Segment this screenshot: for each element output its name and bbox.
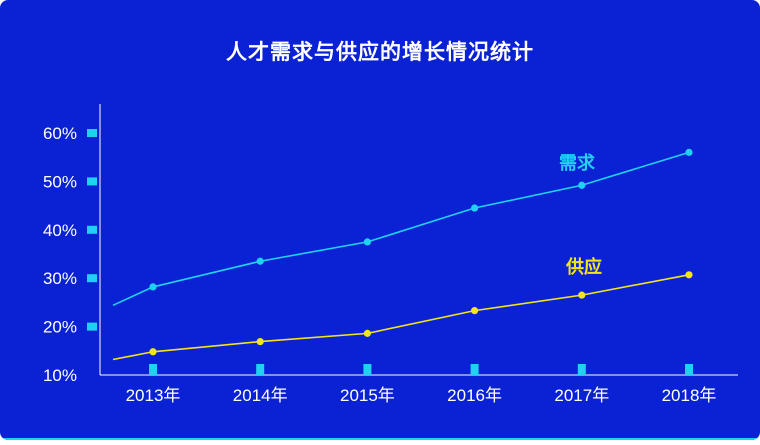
y-tick-label: 20% <box>43 318 77 337</box>
y-tick-marker <box>87 322 97 331</box>
y-tick-label: 30% <box>43 269 77 288</box>
data-point <box>256 338 264 346</box>
x-tick-marker <box>685 364 693 375</box>
data-point <box>149 283 157 291</box>
x-tick-marker <box>363 364 372 375</box>
x-tick-marker <box>577 364 586 375</box>
y-tick-label: 40% <box>43 221 77 240</box>
x-tick-label: 2016年 <box>447 386 502 405</box>
data-point <box>471 204 479 212</box>
bottom-accent-line <box>0 438 760 440</box>
data-point <box>363 238 371 246</box>
y-tick-marker <box>87 274 97 283</box>
y-tick-label: 50% <box>43 172 77 191</box>
x-tick-marker <box>149 364 157 375</box>
series-label: 需求 <box>559 152 596 174</box>
data-point <box>256 257 264 265</box>
data-point <box>685 271 693 279</box>
y-tick-marker <box>87 177 97 186</box>
x-tick-label: 2017年 <box>554 386 609 405</box>
chart-title: 人才需求与供应的增长情况统计 <box>226 40 534 64</box>
data-point <box>578 181 586 189</box>
series-line-demand <box>112 151 690 307</box>
y-tick-marker <box>87 129 97 137</box>
data-point <box>578 291 586 299</box>
series-line-supply <box>112 274 690 361</box>
data-point <box>363 329 371 337</box>
data-point <box>685 148 693 156</box>
x-tick-label: 2014年 <box>233 386 288 405</box>
series-label: 供应 <box>565 256 602 278</box>
y-tick-label: 60% <box>43 124 77 143</box>
y-tick-label: 10% <box>43 366 77 385</box>
data-point <box>149 348 157 356</box>
y-tick-marker <box>87 225 97 234</box>
data-point <box>471 307 479 315</box>
x-tick-label: 2018年 <box>662 386 717 405</box>
x-tick-marker <box>470 364 479 375</box>
x-tick-label: 2013年 <box>126 386 181 405</box>
x-tick-marker <box>256 364 265 375</box>
x-tick-label: 2015年 <box>340 386 395 405</box>
